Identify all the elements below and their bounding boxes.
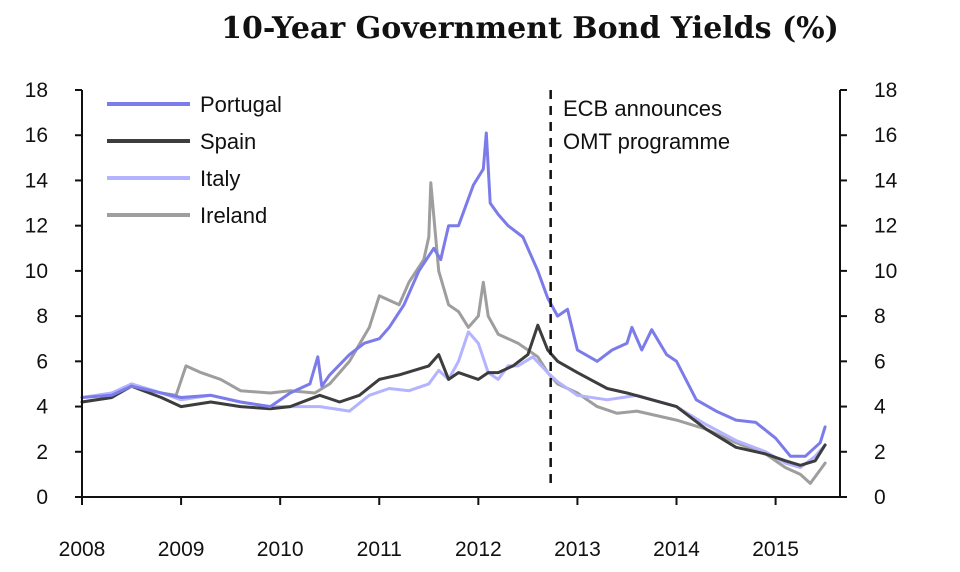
- x-tick-label-2010: 2010: [257, 538, 304, 561]
- right-y-tick-label: 2: [874, 441, 886, 464]
- omt-annotation: ECB announces OMT programme: [563, 96, 730, 154]
- right-y-tick-label: 16: [874, 124, 897, 147]
- left-y-tick-label: 10: [25, 260, 48, 283]
- left-y-tick-label: 6: [36, 350, 48, 373]
- right-y-tick-label: 10: [874, 260, 897, 283]
- right-y-ticks: 0 2 4 6 8 10 12 14 16 18: [840, 79, 898, 509]
- chart-title: 10-Year Government Bond Yields (%): [221, 11, 839, 46]
- left-y-tick-label: 18: [25, 79, 48, 102]
- series-line-portugal: [80, 131, 827, 458]
- annotation-line-2: OMT programme: [563, 129, 730, 154]
- series-line-italy: [80, 330, 827, 470]
- x-ticks: 2008 2009 2010 2011 2012 2013 2014 2015: [59, 497, 799, 561]
- right-y-tick-label: 8: [874, 305, 886, 328]
- right-y-tick-label: 6: [874, 350, 886, 373]
- legend: Portugal Spain Italy Ireland: [107, 92, 282, 228]
- annotation-line-1: ECB announces: [563, 96, 722, 121]
- series-line-spain: [80, 323, 827, 467]
- x-tick-label-2008: 2008: [59, 538, 106, 561]
- right-y-tick-label: 0: [874, 486, 886, 509]
- right-y-tick-label: 14: [874, 169, 898, 192]
- x-tick-label-2012: 2012: [455, 538, 502, 561]
- left-y-tick-label: 2: [36, 441, 48, 464]
- x-tick-label-2009: 2009: [158, 538, 205, 561]
- left-y-tick-label: 0: [36, 486, 48, 509]
- x-tick-label-2013: 2013: [554, 538, 601, 561]
- left-y-tick-label: 16: [25, 124, 48, 147]
- x-tick-label-2014: 2014: [653, 538, 700, 561]
- right-y-tick-label: 4: [874, 396, 886, 419]
- legend-label-spain: Spain: [200, 129, 256, 154]
- series-line-ireland: [80, 181, 827, 485]
- plot-area: [80, 90, 827, 485]
- series-layer: [80, 131, 827, 485]
- left-y-tick-label: 8: [36, 305, 48, 328]
- right-y-tick-label: 12: [874, 215, 897, 238]
- left-y-ticks: 0 2 4 6 8 10 12 14 16 18: [25, 79, 82, 509]
- right-y-tick-label: 18: [874, 79, 897, 102]
- left-y-tick-label: 14: [25, 169, 49, 192]
- legend-label-portugal: Portugal: [200, 92, 282, 117]
- legend-label-italy: Italy: [200, 166, 240, 191]
- legend-label-ireland: Ireland: [200, 203, 267, 228]
- left-y-tick-label: 12: [25, 215, 48, 238]
- x-tick-label-2011: 2011: [357, 538, 402, 561]
- left-y-tick-label: 4: [36, 396, 48, 419]
- x-tick-label-2015: 2015: [752, 538, 799, 561]
